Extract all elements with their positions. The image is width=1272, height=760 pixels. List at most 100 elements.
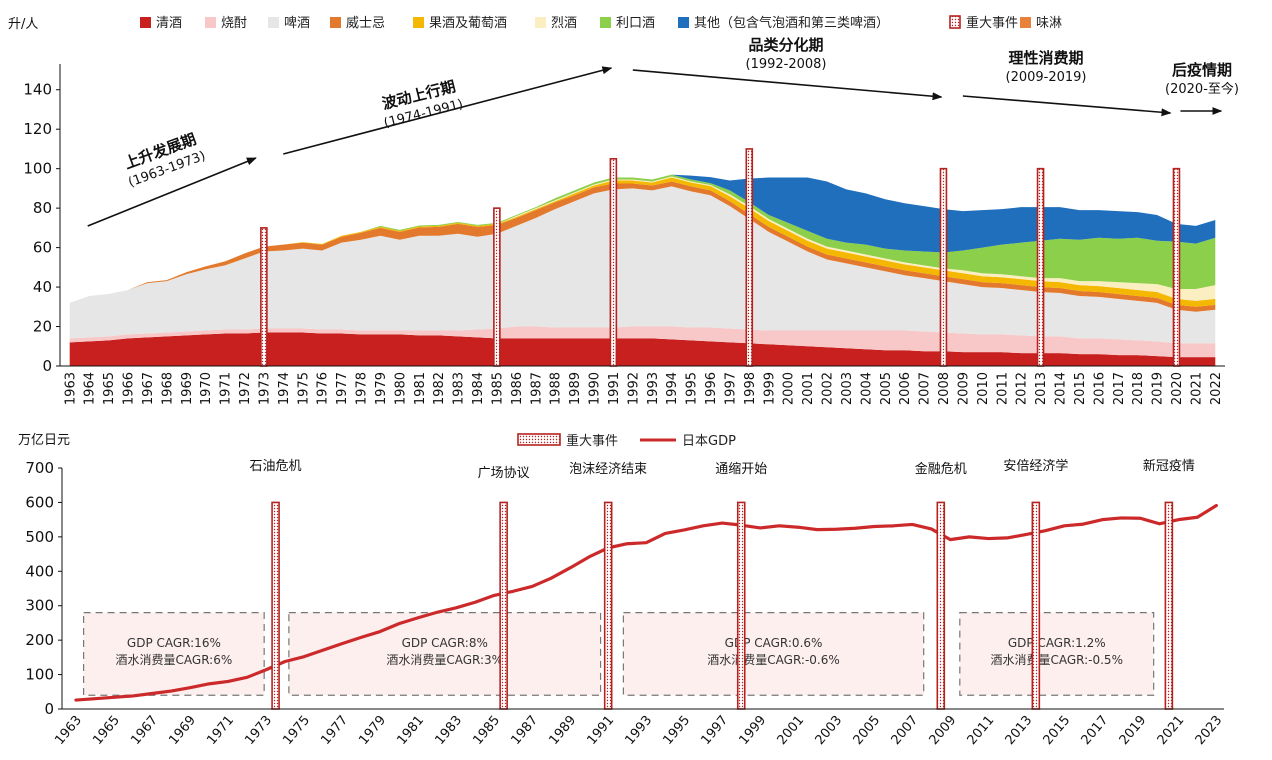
top-x-tick-label: 1987	[529, 372, 544, 405]
event-label-6: 新冠疫情	[1143, 458, 1195, 474]
top-x-tick-label: 1994	[665, 372, 680, 405]
cagr-box-3	[959, 611, 1155, 696]
legend-swatch-7	[678, 17, 689, 28]
top-x-tick-label: 1967	[141, 372, 156, 405]
per-capita-alcohol-consumption-chart: 0 20 40 60 80 100 120 140 1963 1964 1965 1966 1967 19…	[8, 15, 1239, 405]
bottom-x-tick-label: 1993	[622, 713, 655, 748]
top-x-tick-label: 1975	[296, 372, 311, 405]
legend-label-6: 利口酒	[616, 16, 655, 31]
top-x-tick-label: 1984	[471, 372, 486, 405]
legend-swatch-3	[330, 17, 341, 28]
legend-swatch-2	[268, 17, 279, 28]
top-x-tick-label: 2000	[782, 372, 797, 405]
event-label-2: 泡沫经济结束	[569, 462, 647, 477]
legend-label-5: 烈酒	[551, 16, 577, 31]
top-x-tick-label: 1991	[607, 372, 622, 405]
bottom-x-tick-label: 2011	[965, 713, 998, 748]
bottom-x-tick-label: 1979	[356, 713, 389, 748]
event-label-5: 安倍经济学	[1003, 458, 1068, 474]
top-x-tick-label: 2010	[976, 372, 991, 405]
phase-3: 理性消费期 (2009-2019)	[1005, 49, 1086, 85]
top-x-tick-label: 1971	[219, 372, 234, 405]
bottom-y-tick-label: 500	[25, 528, 54, 546]
top-y-unit: 升/人	[8, 17, 38, 32]
bottom-x-tick-label: 2015	[1041, 713, 1074, 748]
gdp-line	[74, 503, 1218, 702]
event-bar-1991	[609, 158, 618, 367]
top-x-tick-label: 2016	[1092, 372, 1107, 405]
top-x-tick-label: 2002	[821, 372, 836, 405]
top-y-tick-label: 40	[33, 278, 52, 296]
top-x-tick-label: 1974	[277, 372, 292, 405]
bottom-y-tick-label: 200	[25, 631, 54, 649]
event-bar-3	[736, 501, 746, 710]
top-x-tick-label: 1993	[646, 372, 661, 405]
cagr-line1-0: GDP CAGR:16%	[127, 636, 221, 650]
bottom-x-tick-label: 2001	[775, 713, 808, 748]
top-x-tick-label: 2022	[1209, 372, 1224, 405]
bottom-x-tick-label: 1983	[432, 713, 465, 748]
bottom-x-tick-label: 2017	[1079, 713, 1112, 748]
top-x-tick-label: 1963	[63, 372, 78, 405]
top-x-tick-label: 1983	[452, 372, 467, 405]
bottom-y-tick-label: 300	[25, 597, 54, 615]
top-x-tick-label: 1985	[490, 372, 505, 405]
bottom-x-tick-label: 1991	[584, 713, 617, 748]
top-x-tick-label: 2017	[1112, 372, 1127, 405]
top-x-tick-label: 1972	[238, 372, 253, 405]
legend-label-2: 啤酒	[284, 16, 310, 31]
cagr-line1-3: GDP CAGR:1.2%	[1008, 636, 1106, 650]
bottom-x-tick-label: 2007	[889, 713, 922, 748]
top-x-tick-label: 2011	[995, 372, 1010, 405]
area-series-7	[69, 174, 1216, 303]
japan-gdp-chart: GDP CAGR:16% 酒水消费量CAGR:6% GDP CAGR:8% 酒水消费量…	[18, 433, 1225, 748]
bottom-x-tick-label: 2019	[1117, 713, 1150, 748]
cagr-line1-2: GDP CAGR:0.6%	[725, 636, 823, 650]
top-y-tick-label: 100	[23, 160, 52, 178]
top-x-tick-label: 2012	[1015, 372, 1030, 405]
top-x-tick-label: 1968	[160, 372, 175, 405]
bottom-legend: 重大事件 日本GDP	[517, 433, 736, 449]
bottom-x-tick-label: 1981	[394, 713, 427, 748]
legend-label-7: 其他（包含气泡酒和第三类啤酒）	[694, 15, 889, 31]
phase-name-4: 后疫情期	[1172, 61, 1232, 79]
top-x-tick-label: 1965	[102, 372, 117, 405]
event-bar-1973	[260, 227, 268, 367]
top-y-tick-label: 80	[33, 199, 52, 217]
event-bar-2013	[1036, 167, 1045, 367]
top-x-tick-label: 1982	[432, 372, 447, 405]
event-label-1: 广场协议	[478, 466, 530, 481]
legend-label-gdp: 日本GDP	[682, 434, 736, 449]
top-x-tick-label: 1998	[743, 372, 758, 405]
legend-label-1: 烧酎	[221, 16, 247, 31]
top-x-tick-label: 1997	[723, 372, 738, 405]
top-x-tick-label: 1969	[180, 372, 195, 405]
top-x-tick-label: 1964	[83, 372, 98, 405]
top-x-tick-label: 2004	[859, 372, 874, 405]
phase-arrow-2	[632, 69, 943, 101]
bottom-x-tick-label: 2005	[851, 713, 884, 748]
bottom-x-tick-label: 1963	[52, 713, 85, 748]
bottom-x-tick-label: 1975	[280, 713, 313, 748]
cagr-line2-2: 酒水消费量CAGR:-0.6%	[707, 653, 840, 667]
top-y-tick-label: 120	[23, 120, 52, 138]
cagr-line2-1: 酒水消费量CAGR:3%	[386, 653, 503, 667]
bottom-y-tick-label: 700	[25, 459, 54, 477]
top-x-tick-label: 2008	[937, 372, 952, 405]
phase-arrow-1	[283, 66, 613, 155]
bottom-x-tick-label: 2009	[927, 713, 960, 748]
top-x-tick-label: 1996	[704, 372, 719, 405]
top-x-tick-label: 1992	[626, 372, 641, 405]
legend-swatch-event	[949, 15, 961, 29]
bottom-x-tick-label: 1969	[166, 713, 199, 748]
top-legend: 清酒 烧酎 啤酒 威士忌 果酒及葡萄酒 烈酒 利口酒 其他（包含气泡酒和第三类啤酒） 重大事件 味…	[140, 15, 1062, 31]
bottom-x-tick-label: 1987	[508, 713, 541, 748]
top-x-tick-label: 1986	[510, 372, 525, 405]
top-x-tick-label: 2009	[956, 372, 971, 405]
legend-label-0: 清酒	[156, 16, 182, 31]
cagr-box-1	[288, 611, 602, 696]
bottom-x-tick-label: 1971	[204, 713, 237, 748]
area-series-3	[69, 181, 1216, 312]
legend-swatch-5	[535, 17, 546, 28]
